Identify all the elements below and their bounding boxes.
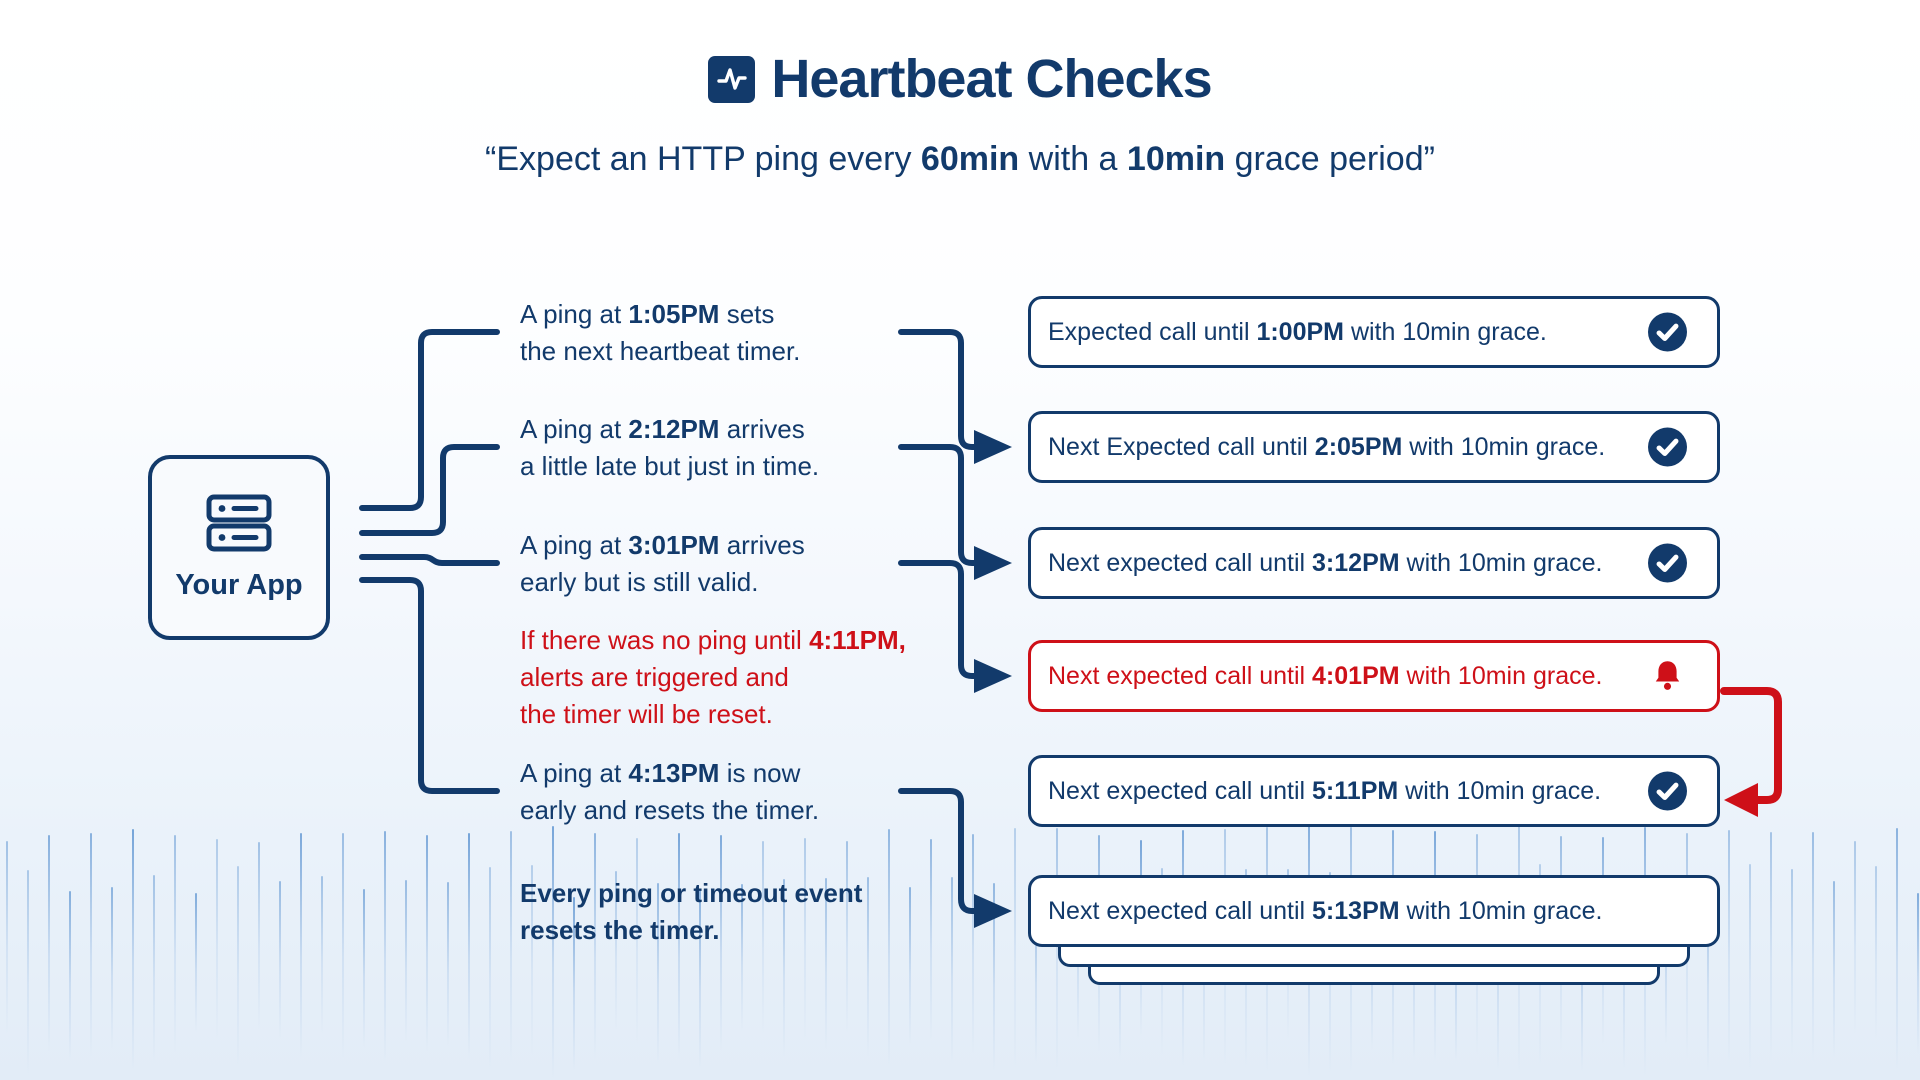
page-title: Heartbeat Checks — [771, 49, 1212, 109]
pulse-icon — [708, 55, 756, 103]
waveform-line — [1707, 879, 1709, 1075]
waveform-line — [510, 831, 512, 1063]
waveform-line — [6, 841, 8, 1034]
waveform-line — [1917, 893, 1919, 1054]
waveform-line — [69, 891, 71, 1061]
status-box-text: Next expected call until 3:12PM with 10m… — [1048, 548, 1603, 577]
waveform-line — [888, 829, 890, 1069]
waveform-line — [216, 839, 218, 1039]
waveform-line — [846, 841, 848, 1033]
waveform-line — [930, 839, 932, 1040]
waveform-line — [321, 876, 323, 1034]
waveform-line — [153, 875, 155, 1064]
waveform-line — [300, 833, 302, 1058]
waveform-line — [1035, 886, 1037, 1065]
waveform-line — [90, 833, 92, 1057]
waveform-line — [1833, 881, 1835, 1058]
waveform-line — [1770, 832, 1772, 1061]
waveform-line — [552, 826, 554, 1080]
annotation-ping-2: A ping at 2:12PM arrives a little late b… — [520, 414, 820, 481]
waveform-line — [1749, 864, 1751, 1075]
waveform-line — [384, 831, 386, 1064]
waveform-line — [741, 884, 743, 1031]
waveform-line — [111, 887, 113, 1049]
waveform-line — [1854, 841, 1856, 1034]
waveform-line — [993, 883, 995, 1073]
check-icon — [1648, 771, 1687, 811]
waveform-line — [48, 835, 50, 1052]
waveform-line — [1812, 832, 1814, 1062]
server-icon — [206, 494, 272, 557]
waveform-line — [405, 880, 407, 1042]
waveform-line — [279, 881, 281, 1039]
waveform-line — [762, 841, 764, 1034]
status-box-6: Next expected call until 5:13PM with 10m… — [1028, 875, 1720, 947]
page-subtitle: “Expect an HTTP ping every 60min with a … — [485, 140, 1435, 178]
waveform-line — [594, 833, 596, 1059]
annotation-ping-4: A ping at 4:13PM is now early and resets… — [520, 758, 820, 825]
waveform-line — [447, 882, 449, 1047]
status-box-text: Expected call until 1:00PM with 10min gr… — [1048, 317, 1547, 346]
waveform-line — [195, 893, 197, 1032]
waveform-line — [468, 833, 470, 1059]
check-icon — [1648, 312, 1687, 352]
your-app-node: Your App — [148, 455, 330, 640]
waveform-line — [1875, 866, 1877, 1039]
waveform-line — [1014, 828, 1016, 1074]
waveform-line — [363, 889, 365, 1048]
waveform-line — [804, 838, 806, 1041]
waveform-line — [636, 838, 638, 1044]
waveform-line — [909, 887, 911, 1045]
waveform-line — [426, 835, 428, 1052]
annotation-reset-rule: Every ping or timeout event resets the t… — [520, 878, 863, 945]
your-app-label: Your App — [175, 568, 303, 601]
status-box-3: Next expected call until 3:12PM with 10m… — [1028, 527, 1720, 599]
status-box-1: Expected call until 1:00PM with 10min gr… — [1028, 296, 1720, 368]
waveform-line — [1056, 828, 1058, 1074]
waveform-line — [1791, 869, 1793, 1056]
status-box-2: Next Expected call until 2:05PM with 10m… — [1028, 411, 1720, 483]
bell-icon — [1648, 657, 1687, 696]
waveform-line — [1896, 828, 1898, 1073]
waveform-line — [174, 835, 176, 1053]
annotation-ping-1: A ping at 1:05PM sets the next heartbeat… — [520, 299, 801, 366]
waveform-line — [657, 883, 659, 1066]
waveform-line — [720, 835, 722, 1051]
waveform-line — [132, 829, 134, 1072]
status-box-5: Next expected call until 5:11PM with 10m… — [1028, 755, 1720, 827]
waveform-line — [258, 842, 260, 1030]
check-icon — [1648, 427, 1687, 467]
waveform-line — [867, 877, 869, 1057]
waveform-line — [531, 865, 533, 1056]
annotation-ping-3: A ping at 3:01PM arrives early but is st… — [520, 530, 805, 597]
waveform-line — [615, 871, 617, 1031]
page-header: Heartbeat Checks — [0, 48, 1920, 110]
check-icon — [1648, 543, 1687, 583]
waveform-line — [1728, 830, 1730, 1066]
waveform-line — [27, 870, 29, 1078]
status-box-text: Next expected call until 5:13PM with 10m… — [1048, 896, 1603, 925]
status-box-text: Next expected call until 4:01PM with 10m… — [1048, 661, 1603, 690]
status-box-4-alert: Next expected call until 4:01PM with 10m… — [1028, 640, 1720, 712]
waveform-line — [489, 867, 491, 1073]
waveform-line — [1665, 891, 1667, 1044]
waveform-line — [699, 889, 701, 1070]
waveform-line — [825, 878, 827, 1050]
annotation-timeout-alert: If there was no ping until 4:11PM, alert… — [520, 625, 906, 729]
status-box-text: Next Expected call until 2:05PM with 10m… — [1048, 432, 1606, 461]
waveform-line — [972, 834, 974, 1054]
waveform-line — [342, 833, 344, 1058]
waveform-line — [573, 897, 575, 1072]
waveform-line — [951, 877, 953, 1065]
waveform-line — [783, 879, 785, 1057]
waveform-line — [237, 866, 239, 1071]
status-box-text: Next expected call until 5:11PM with 10m… — [1048, 776, 1602, 805]
waveform-line — [678, 833, 680, 1059]
